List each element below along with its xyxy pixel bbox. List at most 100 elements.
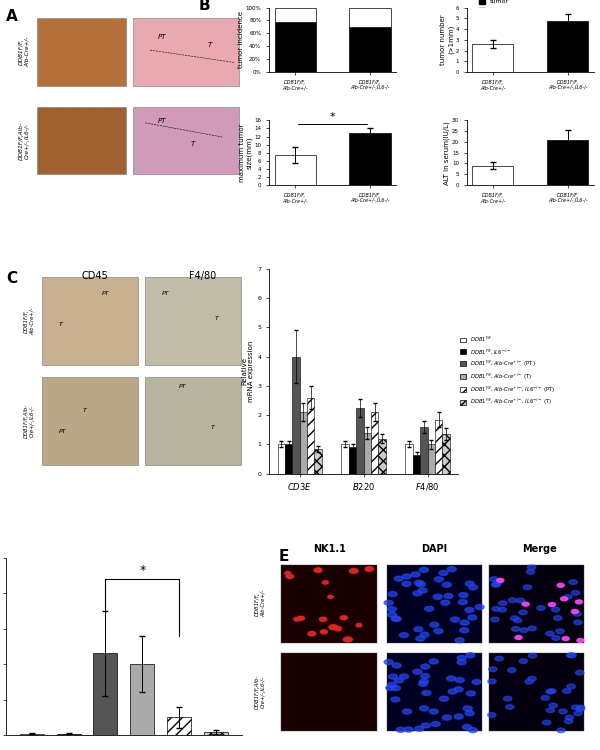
- Text: DDB1F/F,
Alb-Cre+/-: DDB1F/F, Alb-Cre+/-: [254, 590, 265, 617]
- Circle shape: [434, 628, 443, 634]
- Y-axis label: maximum tumor
size(mm): maximum tumor size(mm): [239, 124, 253, 182]
- Circle shape: [557, 584, 564, 587]
- Circle shape: [421, 664, 430, 669]
- Circle shape: [465, 581, 474, 586]
- Bar: [349, 8, 391, 27]
- FancyBboxPatch shape: [281, 565, 377, 643]
- Bar: [364, 433, 371, 473]
- Text: T: T: [215, 316, 219, 321]
- Circle shape: [429, 659, 438, 664]
- Circle shape: [418, 588, 427, 593]
- Circle shape: [528, 676, 536, 681]
- Bar: [275, 154, 316, 185]
- Circle shape: [350, 568, 358, 573]
- Circle shape: [575, 670, 584, 675]
- Circle shape: [388, 607, 397, 611]
- Text: *: *: [139, 564, 145, 577]
- Bar: [167, 717, 191, 735]
- Circle shape: [576, 706, 584, 711]
- Circle shape: [431, 722, 440, 727]
- Circle shape: [319, 617, 327, 621]
- FancyBboxPatch shape: [386, 653, 482, 731]
- Bar: [349, 447, 356, 473]
- Circle shape: [523, 585, 532, 590]
- Bar: [547, 140, 588, 185]
- Circle shape: [472, 680, 481, 685]
- Circle shape: [386, 686, 395, 690]
- Circle shape: [322, 580, 328, 584]
- Circle shape: [569, 580, 577, 584]
- Circle shape: [511, 627, 520, 632]
- Circle shape: [340, 616, 347, 620]
- FancyBboxPatch shape: [145, 277, 241, 365]
- Circle shape: [567, 684, 575, 688]
- Circle shape: [527, 565, 536, 569]
- Circle shape: [457, 660, 466, 664]
- Circle shape: [522, 602, 529, 606]
- Circle shape: [457, 656, 466, 661]
- Circle shape: [488, 679, 496, 684]
- Bar: [547, 22, 588, 72]
- Text: PT: PT: [59, 429, 67, 433]
- Circle shape: [397, 728, 405, 732]
- Circle shape: [400, 674, 409, 679]
- Bar: [406, 444, 413, 473]
- Circle shape: [463, 706, 472, 711]
- Circle shape: [515, 635, 522, 640]
- Circle shape: [442, 582, 451, 587]
- Circle shape: [335, 628, 341, 631]
- Bar: [275, 8, 316, 22]
- Circle shape: [572, 705, 580, 710]
- Circle shape: [541, 695, 550, 700]
- Legend: $DDB1^{F/F}$, $DDB1^{F/F},IL6^{-/-}$, $DDB1^{F/F},Alb$-$Cre^{+/-}$ (PT), $DDB1^{: $DDB1^{F/F}$, $DDB1^{F/F},IL6^{-/-}$, $D…: [457, 333, 557, 410]
- Circle shape: [488, 667, 497, 671]
- Circle shape: [549, 704, 557, 708]
- Circle shape: [414, 627, 423, 632]
- FancyBboxPatch shape: [133, 106, 239, 174]
- Circle shape: [499, 601, 507, 605]
- Circle shape: [419, 706, 428, 711]
- Circle shape: [508, 668, 516, 673]
- Circle shape: [552, 636, 560, 640]
- Circle shape: [563, 595, 572, 599]
- Bar: [472, 44, 514, 72]
- Bar: [349, 133, 391, 185]
- Circle shape: [343, 637, 352, 642]
- Circle shape: [411, 572, 420, 577]
- Text: CD45: CD45: [82, 271, 108, 281]
- Circle shape: [563, 688, 571, 693]
- Circle shape: [430, 622, 439, 627]
- FancyBboxPatch shape: [42, 377, 138, 466]
- Y-axis label: tumor number
(>1mm): tumor number (>1mm): [440, 14, 454, 65]
- Circle shape: [421, 723, 430, 728]
- Circle shape: [493, 582, 500, 586]
- Circle shape: [491, 583, 500, 587]
- Text: NK1.1: NK1.1: [313, 544, 346, 554]
- Circle shape: [384, 600, 393, 605]
- Circle shape: [573, 611, 581, 616]
- Circle shape: [497, 578, 504, 582]
- Circle shape: [554, 616, 562, 620]
- Circle shape: [419, 681, 427, 686]
- Bar: [314, 448, 322, 473]
- Bar: [285, 444, 292, 473]
- Circle shape: [562, 637, 569, 640]
- Text: T: T: [208, 41, 212, 47]
- Circle shape: [441, 600, 450, 605]
- Circle shape: [294, 617, 301, 621]
- Circle shape: [421, 674, 430, 679]
- FancyBboxPatch shape: [281, 653, 377, 731]
- Bar: [307, 398, 314, 473]
- Circle shape: [448, 689, 457, 694]
- Circle shape: [571, 610, 578, 614]
- Circle shape: [503, 696, 512, 701]
- Circle shape: [415, 726, 424, 731]
- Circle shape: [537, 606, 545, 610]
- Circle shape: [389, 674, 397, 679]
- Circle shape: [460, 628, 469, 633]
- Circle shape: [447, 566, 456, 572]
- Circle shape: [574, 711, 582, 716]
- Legend: tumor, no tumor: tumor, no tumor: [476, 0, 521, 16]
- Circle shape: [459, 592, 468, 598]
- Circle shape: [356, 623, 362, 627]
